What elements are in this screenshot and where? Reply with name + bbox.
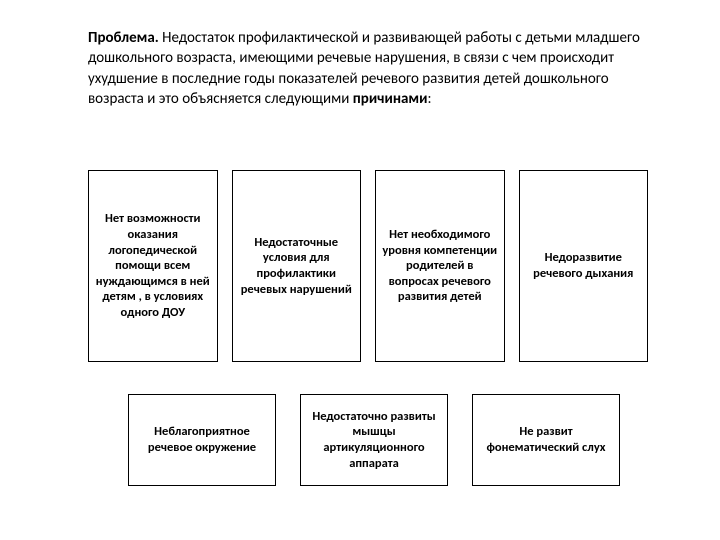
cause-box: Неблагоприятное речевое окружение bbox=[128, 394, 276, 486]
cause-text: Нет возможности оказания логопедической … bbox=[95, 211, 211, 320]
problem-causes-word: причинами bbox=[353, 90, 428, 108]
cause-box: Недостаточные условия для профилактики р… bbox=[232, 170, 362, 362]
cause-text: Недостаточно развиты мышцы артикуляционн… bbox=[307, 409, 441, 472]
causes-row-1: Нет возможности оказания логопедической … bbox=[88, 170, 648, 362]
cause-box: Недостаточно развиты мышцы артикуляционн… bbox=[300, 394, 448, 486]
cause-box: Нет возможности оказания логопедической … bbox=[88, 170, 218, 362]
cause-text: Недоразвитие речевого дыхания bbox=[526, 250, 642, 281]
cause-text: Недостаточные условия для профилактики р… bbox=[239, 235, 355, 298]
cause-text: Нет необходимого уровня компетенции роди… bbox=[382, 227, 498, 305]
problem-paragraph: Проблема. Недостаток профилактической и … bbox=[88, 28, 660, 109]
cause-box: Не развит фонематический слух bbox=[472, 394, 620, 486]
cause-box: Нет необходимого уровня компетенции роди… bbox=[375, 170, 505, 362]
cause-text: Не развит фонематический слух bbox=[479, 424, 613, 455]
cause-box: Недоразвитие речевого дыхания bbox=[519, 170, 649, 362]
causes-row-2: Неблагоприятное речевое окружение Недост… bbox=[128, 394, 620, 486]
problem-body-2: : bbox=[428, 90, 432, 108]
problem-label: Проблема. bbox=[88, 29, 159, 47]
cause-text: Неблагоприятное речевое окружение bbox=[135, 424, 269, 455]
